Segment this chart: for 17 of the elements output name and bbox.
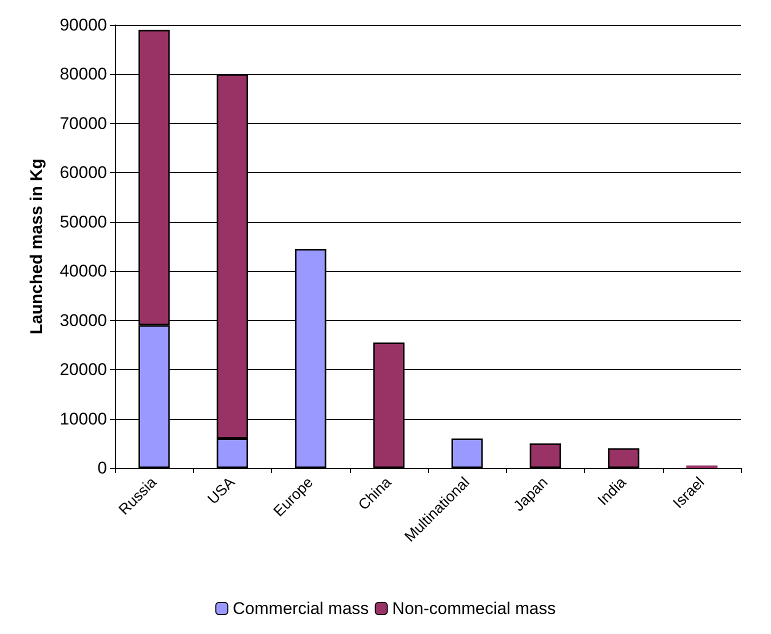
y-tick-label: 0: [98, 458, 107, 478]
y-tick-label: 50000: [60, 212, 107, 232]
x-tick-label: USA: [204, 474, 238, 508]
bar: [530, 443, 562, 468]
legend-label: Non-commecial mass: [392, 599, 556, 618]
y-tick-label: 40000: [60, 262, 107, 281]
y-tick-label: 90000: [60, 16, 107, 34]
y-tick-label: 80000: [60, 64, 107, 84]
y-tick-label: 60000: [60, 163, 107, 182]
bar: [451, 438, 483, 468]
bar: [608, 448, 640, 468]
y-axis-title: Launched mass in Kg: [27, 158, 46, 334]
y-tick-label: 70000: [60, 114, 107, 133]
legend-label: Commercial mass: [232, 599, 369, 618]
y-tick-label: 30000: [60, 310, 107, 330]
y-tick-label: 10000: [60, 409, 107, 428]
y-tick-label: 20000: [60, 360, 107, 380]
